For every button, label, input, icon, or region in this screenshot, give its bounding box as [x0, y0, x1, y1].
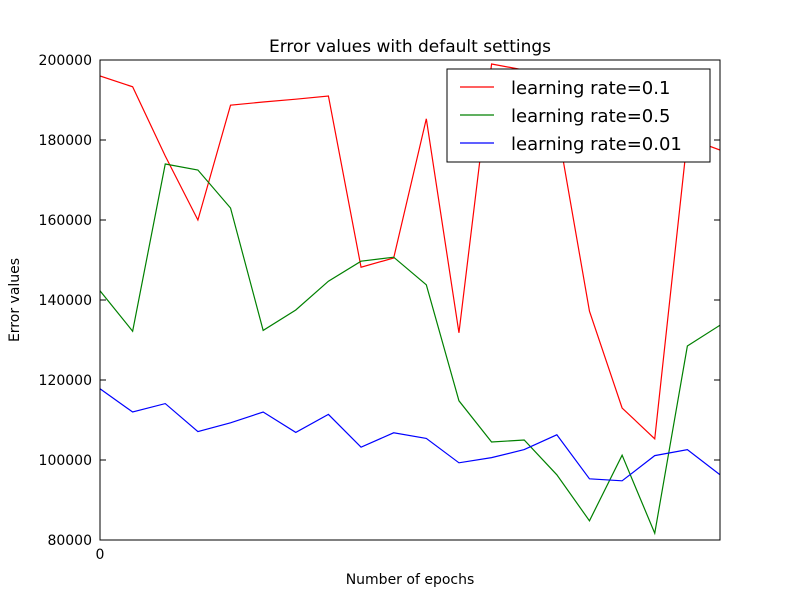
plot-frame [99, 59, 721, 541]
series-line-0 [100, 63, 720, 441]
legend-label-0: learning rate=0.1 [511, 78, 670, 99]
legend: learning rate=0.1 learning rate=0.5 learni… [446, 68, 711, 163]
legend-label-2: learning rate=0.01 [511, 134, 682, 155]
x-tick-label: 0 [96, 547, 105, 563]
y-axis-label: Error values [7, 258, 23, 342]
series-line-2 [100, 388, 720, 482]
y-tick-label: 100000 [39, 453, 92, 469]
y-tick-label: 80000 [47, 533, 92, 549]
chart-title: Error values with default settings [269, 37, 551, 57]
x-axis-label: Number of epochs [346, 572, 475, 588]
y-tick-label: 120000 [39, 373, 92, 389]
series-line-1 [100, 163, 720, 536]
y-tick-label: 140000 [39, 293, 92, 309]
legend-label-1: learning rate=0.5 [511, 106, 670, 127]
series-lines [100, 63, 720, 536]
axis-ticks: 80000 100000 120000 140000 160000 180000 20000… [39, 53, 720, 563]
y-tick-label: 160000 [39, 213, 92, 229]
y-tick-label: 180000 [39, 133, 92, 149]
y-tick-label: 200000 [39, 53, 92, 69]
